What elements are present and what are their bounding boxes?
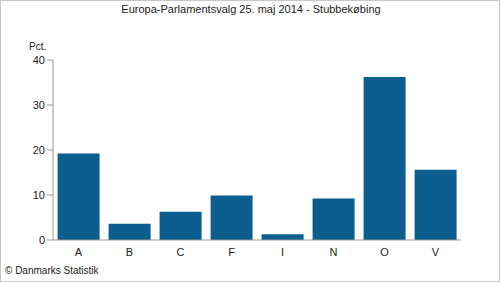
svg-text:10: 10 — [33, 189, 45, 201]
svg-text:A: A — [75, 246, 83, 258]
svg-text:V: V — [432, 246, 440, 258]
svg-text:20: 20 — [33, 144, 45, 156]
svg-text:O: O — [380, 246, 389, 258]
svg-text:30: 30 — [33, 99, 45, 111]
html-text:© Danmarks Statistik: © Danmarks Statistik — [5, 265, 99, 276]
html-text:Pct.: Pct. — [29, 41, 47, 52]
svg-text:N: N — [330, 246, 338, 258]
svg-text:C: C — [177, 246, 185, 258]
svg-text:F: F — [228, 246, 235, 258]
html-text:Europa-Parlamentsvalg 25. maj: Europa-Parlamentsvalg 25. maj 2014 - Stu… — [121, 3, 381, 15]
svg-text:I: I — [281, 246, 284, 258]
svg-text:B: B — [126, 246, 133, 258]
svg-text:0: 0 — [39, 234, 45, 246]
svg-text:40: 40 — [33, 54, 45, 66]
